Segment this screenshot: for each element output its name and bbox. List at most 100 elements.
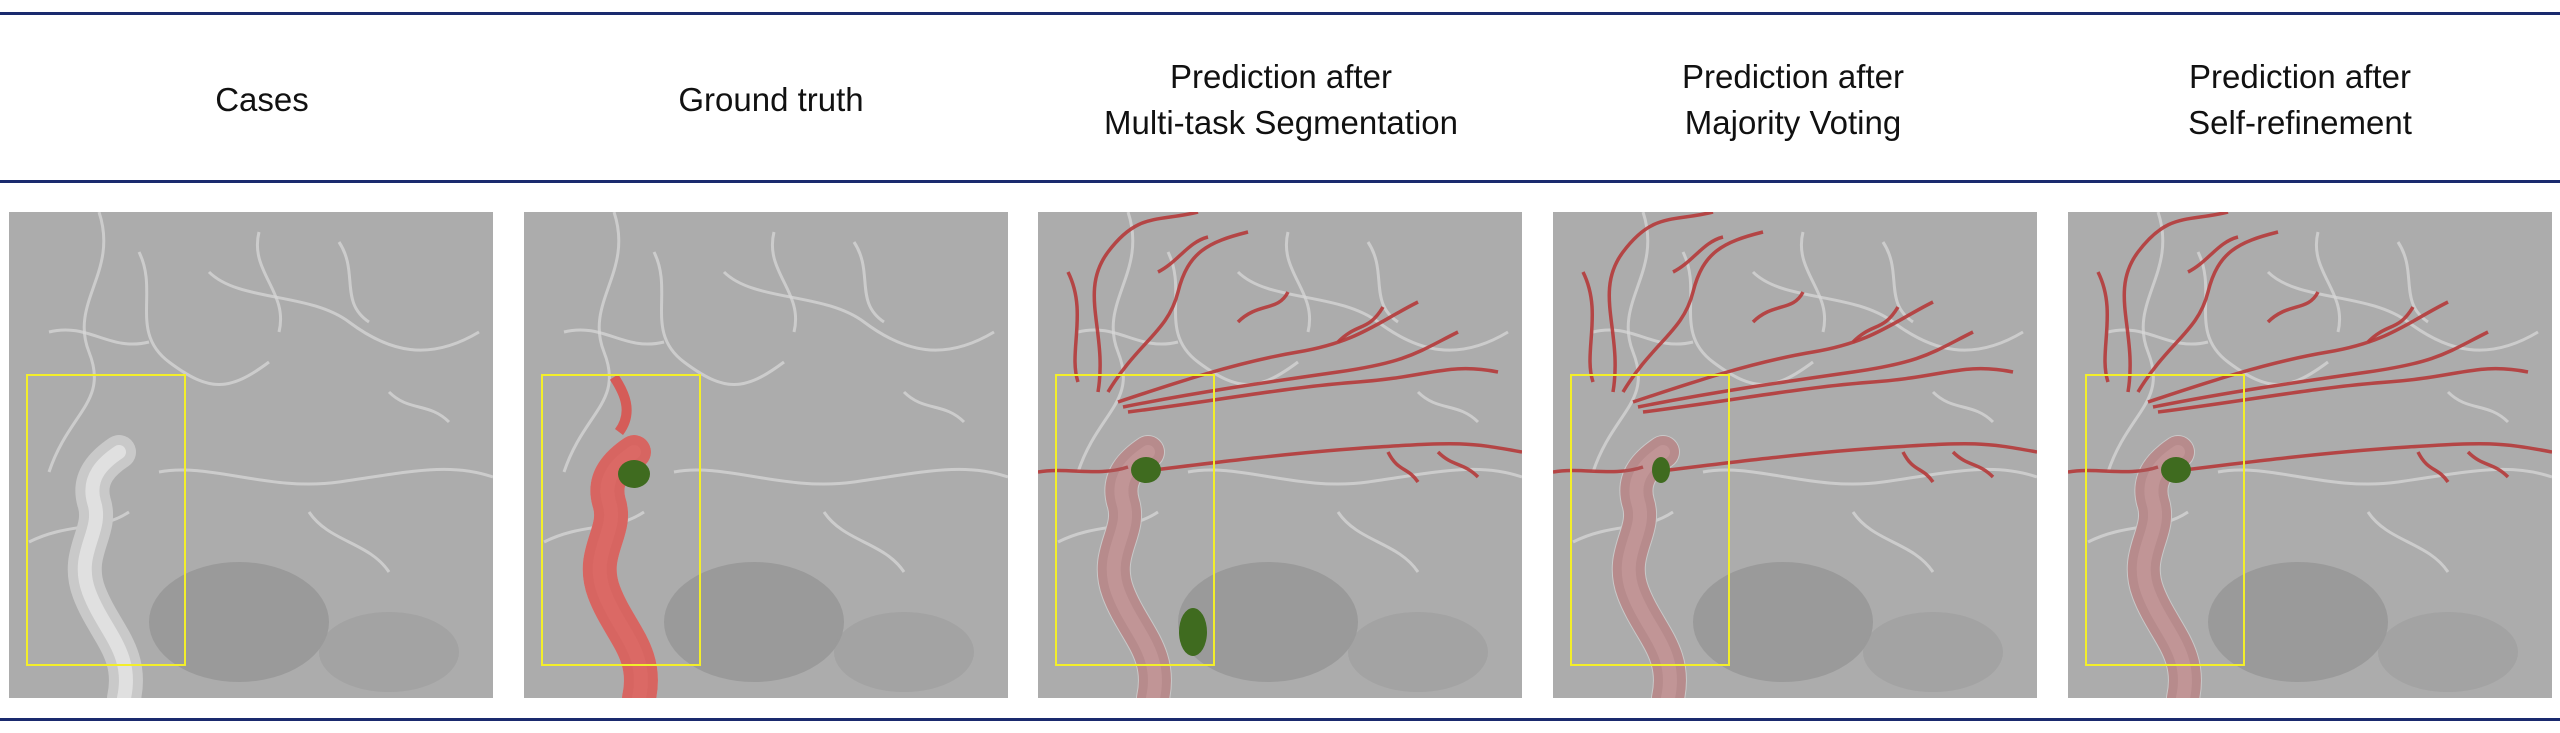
bottom-rule (0, 718, 2560, 721)
roi-box (541, 374, 701, 666)
background-vessel (337, 241, 370, 324)
dark-region (1863, 612, 2003, 692)
predicted-vessel (2147, 300, 2449, 404)
header-line: Ground truth (678, 81, 864, 118)
predicted-trunk (1612, 436, 1686, 698)
predicted-vessel (1642, 366, 2014, 414)
background-vessel (207, 270, 480, 352)
background-vessel (48, 328, 150, 346)
background-vessel (2107, 328, 2209, 346)
angiogram-cases (9, 212, 493, 698)
background-vessel (307, 511, 391, 573)
header-line: Self-refinement (2188, 104, 2412, 141)
background-vessel (1416, 390, 1480, 424)
predicted-aneurysm (2161, 457, 2191, 483)
predicted-vessel (1127, 366, 1499, 414)
predicted-vessel (1581, 271, 1595, 383)
background-vessel (652, 251, 785, 386)
predicted-vessel (2136, 230, 2279, 393)
background-vessel (1592, 328, 1694, 346)
roi-box (26, 374, 186, 666)
predicted-vessel (2187, 235, 2239, 274)
header-line: Majority Voting (1684, 104, 1902, 141)
false-positive-aneurysm (1179, 608, 1207, 656)
background-vessel (563, 328, 665, 346)
dark-region (2378, 612, 2518, 692)
angiogram-ground-truth (524, 212, 1008, 698)
background-vessel (2217, 467, 2552, 486)
background-vessel (1076, 212, 1135, 473)
predicted-aneurysm (1131, 457, 1161, 483)
dark-region (2208, 562, 2388, 682)
predicted-vessel (2266, 291, 2320, 324)
panel-cases (9, 212, 493, 698)
header-rule (0, 180, 2560, 183)
header-cases: Cases (22, 40, 502, 160)
background-vessel (2106, 212, 2165, 473)
dark-region (1348, 612, 1488, 692)
background-vessel (1284, 231, 1312, 333)
dark-region (319, 612, 459, 692)
predicted-vessel (1607, 212, 1714, 393)
predicted-vessel (1106, 230, 1249, 393)
aneurysm-mask (618, 460, 650, 488)
header-majority: Prediction after Majority Voting (1553, 40, 2033, 160)
panel-selfref (2068, 212, 2552, 698)
background-vessel (1187, 467, 1522, 486)
ground-truth-vessel (582, 435, 658, 698)
background-vessel (47, 212, 106, 473)
header-line: Prediction after (2189, 58, 2411, 95)
header-ground-truth: Ground truth (531, 40, 1011, 160)
predicted-vessel (1652, 441, 2037, 474)
predicted-vessel (1122, 330, 1459, 409)
predicted-vessel (2167, 441, 2552, 474)
predicted-vessel (1236, 291, 1290, 324)
predicted-vessel (1621, 230, 1764, 393)
dark-region (1693, 562, 1873, 682)
background-vessel (1077, 328, 1179, 346)
predicted-vessel (2122, 212, 2229, 393)
header-line: Prediction after (1170, 58, 1392, 95)
predicted-vessel (1386, 451, 1420, 484)
background-vessel (2266, 270, 2539, 352)
predicted-vessel (1672, 235, 1724, 274)
background-vessel (902, 390, 966, 424)
background-vessel (852, 241, 885, 324)
header-line: Cases (215, 81, 309, 118)
background-vessel (2366, 511, 2450, 573)
predicted-vessel (1851, 306, 1900, 344)
header-selfref: Prediction after Self-refinement (2060, 40, 2540, 160)
predicted-vessel (1117, 300, 1419, 404)
dark-region (834, 612, 974, 692)
background-vessel (1851, 511, 1935, 573)
background-vessel (2314, 231, 2342, 333)
background-vessel (2446, 390, 2510, 424)
background-vessel (1931, 390, 1995, 424)
angiogram-multitask (1038, 212, 1522, 698)
roi-box (1055, 374, 1215, 666)
panel-multitask (1038, 212, 1522, 698)
predicted-vessel (2466, 450, 2510, 479)
background-vessel (1702, 467, 2037, 486)
predicted-vessel (2157, 366, 2529, 414)
predicted-trunk (1097, 436, 1171, 698)
background-vessel (137, 251, 270, 386)
predicted-vessel (1632, 300, 1934, 404)
predicted-vessel (2096, 271, 2110, 383)
header-line: Prediction after (1682, 58, 1904, 95)
header-line: Multi-task Segmentation (1104, 104, 1458, 141)
predicted-vessel (1637, 330, 1974, 409)
background-vessel (158, 467, 493, 486)
predicted-vessel (1157, 235, 1209, 274)
angiogram-majority (1553, 212, 2037, 698)
background-vessel (1751, 270, 2024, 352)
dark-region (1178, 562, 1358, 682)
predicted-vessel (1751, 291, 1805, 324)
panel-majority (1553, 212, 2037, 698)
predicted-aneurysm (1652, 457, 1670, 483)
predicted-trunk (2127, 436, 2201, 698)
ground-truth-branch (609, 374, 632, 435)
carotid-trunk-highlight (77, 445, 133, 698)
background-vessel (770, 231, 798, 333)
predicted-vessel (1901, 451, 1935, 484)
